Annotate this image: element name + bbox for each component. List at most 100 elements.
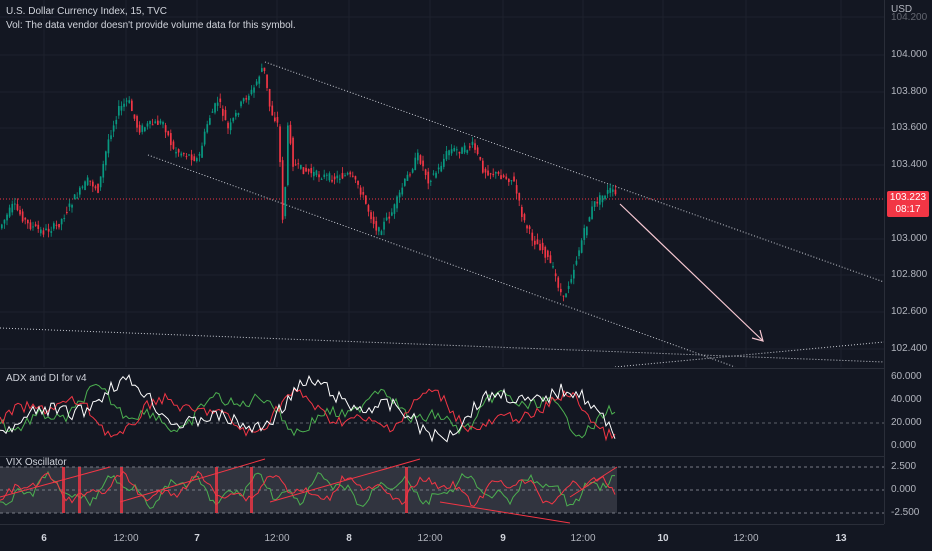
adx-axis-label: 40.000	[891, 394, 922, 405]
vix-axis-label: 2.500	[891, 461, 917, 472]
bar-countdown: 08:17	[895, 204, 921, 215]
candle-body	[120, 105, 123, 111]
candle-body	[196, 158, 198, 162]
candle-body	[463, 145, 466, 153]
adx-indicator-pane[interactable]: ADX and DI for v4	[0, 368, 884, 456]
candle-body	[42, 230, 45, 235]
candle-body	[580, 240, 583, 253]
candle-body	[102, 164, 105, 178]
candle-body	[19, 209, 21, 215]
candle-body	[253, 87, 255, 93]
candle-body	[479, 156, 482, 160]
candle-body	[263, 67, 266, 71]
candle-body	[229, 122, 232, 131]
candle-body	[24, 217, 27, 220]
price-chart-canvas[interactable]	[0, 0, 884, 367]
price-axis[interactable]: USD 104.200 104.000 103.800 103.600 103.…	[884, 0, 932, 524]
candle-body	[599, 195, 601, 205]
candle-body	[430, 180, 432, 182]
candle-body	[450, 149, 453, 154]
candle-body	[268, 88, 271, 107]
candle-body	[115, 119, 118, 125]
candle-body	[487, 170, 489, 176]
candle-body	[315, 170, 318, 176]
candle-body	[211, 111, 214, 113]
candle-body	[536, 239, 539, 245]
candle-body	[45, 228, 47, 231]
candle-body	[27, 219, 29, 224]
candle-body	[164, 125, 167, 133]
candle-body	[411, 169, 414, 173]
candle-body	[16, 204, 19, 211]
candle-body	[432, 173, 435, 175]
candle-body	[266, 74, 268, 88]
price-axis-label: 102.600	[891, 306, 928, 317]
vix-title[interactable]: VIX Oscillator	[6, 457, 67, 468]
candle-body	[284, 187, 287, 217]
current-price-tag[interactable]: 103.223 08:17	[887, 191, 929, 217]
channel-lower-line[interactable]	[147, 154, 736, 367]
channel-upper-line[interactable]	[264, 61, 884, 283]
vix-oscillator-pane[interactable]: VIX Oscillator	[0, 456, 884, 525]
candle-body	[47, 228, 50, 232]
price-axis-label: 102.400	[891, 343, 928, 354]
projection-arrow-head	[751, 329, 764, 342]
candle-body	[214, 103, 216, 113]
rising-trend-line[interactable]	[614, 341, 884, 367]
vix-spike-bar	[405, 467, 408, 513]
price-axis-label: 103.000	[891, 233, 928, 244]
adx-title[interactable]: ADX and DI for v4	[6, 373, 87, 384]
candle-body	[588, 217, 591, 222]
candle-body	[37, 224, 40, 229]
candle-body	[237, 113, 240, 116]
candle-body	[333, 176, 336, 180]
candle-body	[419, 155, 422, 164]
projection-arrow-line[interactable]	[619, 203, 763, 341]
candle-body	[11, 203, 14, 213]
price-chart-pane[interactable]: U.S. Dollar Currency Index, 15, TVC Vol:…	[0, 0, 884, 367]
candle-body	[258, 76, 261, 84]
candle-body	[21, 211, 24, 222]
candle-body	[177, 149, 180, 153]
candle-body	[118, 106, 120, 116]
candle-body	[378, 227, 380, 232]
vix-oscillator-canvas[interactable]	[0, 457, 884, 525]
candle-body	[89, 180, 92, 182]
time-axis-label: 12:00	[570, 533, 596, 544]
adx-lines	[0, 374, 616, 443]
candle-body	[391, 212, 393, 216]
long-trend-line[interactable]	[0, 327, 884, 363]
symbol-title[interactable]: U.S. Dollar Currency Index, 15, TVC	[6, 6, 167, 17]
candle-body	[276, 117, 279, 123]
candle-body	[172, 141, 175, 149]
time-axis[interactable]: 6 12:00 7 12:00 8 12:00 9 12:00 10 12:00…	[0, 524, 884, 551]
candle-body	[292, 137, 294, 167]
candle-body	[328, 173, 331, 181]
adx-axis-label: 0.000	[891, 440, 917, 451]
candle-body	[190, 154, 193, 161]
adx-indicator-canvas[interactable]	[0, 369, 884, 456]
candle-body	[521, 206, 523, 217]
candle-body	[170, 133, 172, 146]
candle-body	[55, 224, 58, 226]
candle-body	[367, 205, 370, 212]
candle-body	[575, 260, 578, 265]
candle-body	[240, 101, 242, 107]
candle-body	[591, 206, 593, 219]
candle-body	[396, 196, 398, 209]
candle-body	[370, 212, 372, 220]
candle-body	[401, 187, 404, 195]
vix-spike-bar	[215, 467, 218, 513]
currency-label[interactable]: USD	[891, 4, 913, 15]
candle-body	[86, 177, 89, 186]
candle-body	[180, 153, 183, 156]
candle-body	[474, 143, 476, 150]
vix-trend-segment	[439, 501, 571, 524]
candle-body	[570, 279, 573, 283]
candle-body	[271, 105, 274, 116]
candle-body	[279, 126, 281, 163]
candle-body	[318, 174, 320, 178]
candle-body	[159, 120, 162, 124]
candle-body	[53, 223, 55, 229]
candle-body	[547, 250, 549, 257]
